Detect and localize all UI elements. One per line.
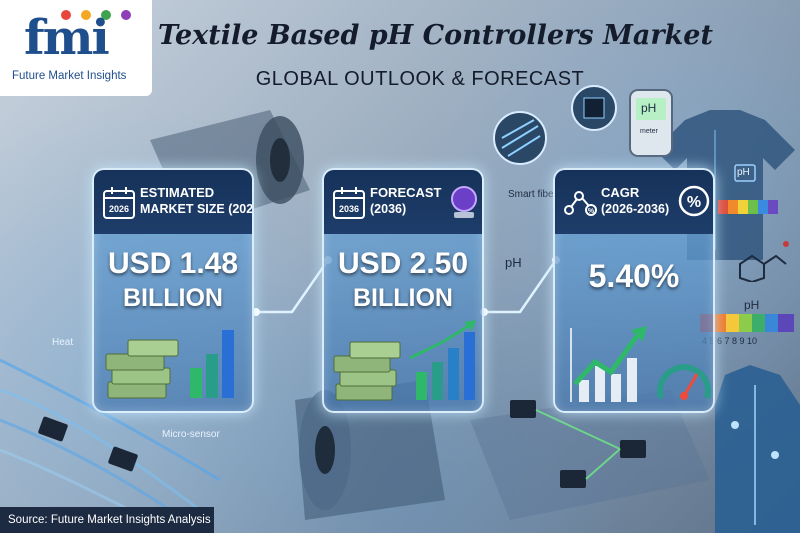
market-size-unit: BILLION — [123, 284, 223, 312]
logo-mark: fmi — [24, 10, 110, 66]
shirt-ph-label: pH — [737, 167, 750, 178]
cagr-value: 5.40% — [588, 258, 680, 294]
ph-scale-ticks: 4 5 6 7 8 9 10 — [702, 336, 758, 346]
calendar-year: 2036 — [339, 204, 359, 214]
fmi-logo: fmi Future Market Insights — [0, 0, 152, 96]
svg-text:%: % — [588, 208, 595, 215]
cagr-card: % CAGR (2026-2036) % 5.40% — [553, 168, 715, 413]
market-size-value: USD 1.48 — [107, 247, 239, 280]
network-percent-icon: % — [564, 191, 597, 216]
card-heading-line2: (2036) — [370, 202, 407, 216]
page-title: Textile Based pH Controllers Market — [158, 20, 713, 51]
card-heading: CAGR (2026-2036) — [601, 184, 681, 218]
market-size-card: 2026 ESTIMATED MARKET SIZE (2026) USD 1.… — [92, 168, 254, 413]
card-heading-line1: ESTIMATED — [140, 185, 215, 200]
heat-label: Heat — [52, 337, 74, 348]
smart-jacket-illustration — [715, 365, 800, 533]
micro-sensor-label: Micro-sensor — [162, 429, 220, 440]
money-growth-chart-icon — [333, 320, 476, 401]
card-heading: ESTIMATED MARKET SIZE (2026) — [140, 184, 252, 218]
page-subtitle: GLOBAL OUTLOOK & FORECAST — [255, 68, 585, 90]
card-heading-line2: MARKET SIZE (2026) — [140, 202, 254, 216]
molecule-icon — [739, 241, 789, 282]
source-footer: Source: Future Market Insights Analysis — [0, 507, 214, 533]
meter-label: meter — [640, 128, 658, 135]
card-header: % CAGR (2026-2036) % — [555, 170, 713, 234]
connector-line-1 — [252, 256, 332, 316]
growth-gauge-icon — [570, 326, 711, 402]
smart-fiber-label: Smart fiber — [508, 189, 557, 200]
card-header: 2036 FORECAST (2036) — [324, 170, 482, 234]
forecast-unit: BILLION — [353, 284, 453, 312]
forecast-value: USD 2.50 — [337, 247, 469, 280]
ph-label: pH — [505, 255, 522, 270]
ph-meter-illustration — [629, 89, 673, 157]
fiber-magnifier-icon — [493, 111, 547, 165]
chip-magnifier-icon — [571, 85, 617, 131]
calendar-icon: 2036 — [333, 187, 365, 219]
meter-ph-label: pH — [641, 101, 657, 115]
card-heading-line1: CAGR — [601, 185, 640, 200]
crystal-ball-icon — [451, 186, 477, 218]
textile-roll-bottom-illustration — [295, 380, 445, 520]
circuit-board-illustration — [470, 390, 710, 520]
money-bar-chart-icon — [105, 330, 234, 399]
calendar-year: 2026 — [109, 204, 129, 214]
percent-badge-icon: % — [678, 185, 710, 217]
card-heading: FORECAST (2036) — [370, 184, 450, 218]
logo-text: Future Market Insights — [12, 70, 127, 82]
color-gradient-strip — [718, 200, 778, 214]
card-heading-line1: FORECAST — [370, 185, 442, 200]
forecast-card: 2036 FORECAST (2036) USD 2.50 BILLION — [322, 168, 484, 413]
calendar-icon: 2026 — [103, 187, 135, 219]
svg-text:%: % — [687, 194, 701, 211]
card-heading-line2: (2026-2036) — [601, 202, 670, 216]
card-header: 2026 ESTIMATED MARKET SIZE (2026) — [94, 170, 252, 234]
ph-scale-title: pH — [744, 298, 760, 312]
logo-dots — [61, 10, 131, 20]
